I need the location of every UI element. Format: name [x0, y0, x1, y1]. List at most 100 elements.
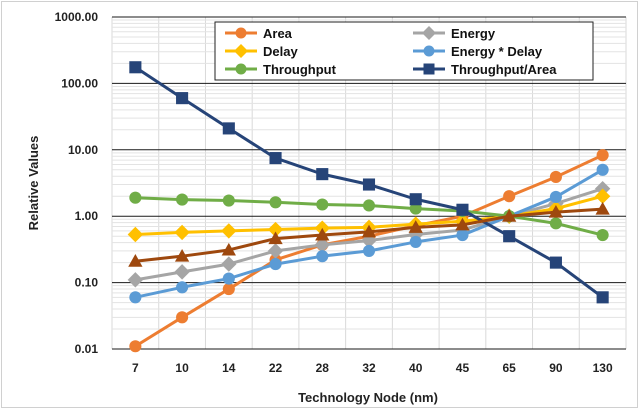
x-tick-label: 90 — [549, 361, 563, 375]
legend-label: Area — [263, 26, 293, 41]
data-point — [222, 194, 235, 207]
data-point — [549, 217, 562, 230]
data-point — [549, 256, 562, 269]
data-point — [222, 282, 235, 296]
data-point — [269, 152, 282, 165]
data-point — [222, 272, 235, 285]
data-point — [268, 231, 283, 245]
x-tick-label: 130 — [593, 361, 613, 375]
data-point — [456, 203, 469, 216]
data-point — [409, 193, 422, 206]
data-point — [423, 63, 435, 75]
data-point — [269, 258, 282, 271]
data-point — [128, 254, 143, 267]
data-point — [423, 45, 435, 57]
data-point — [221, 242, 236, 256]
y-tick-label: 0.10 — [75, 276, 99, 290]
data-point — [176, 281, 189, 294]
series-3 — [129, 163, 609, 304]
data-point — [314, 237, 330, 253]
legend-item: Area — [225, 26, 293, 41]
legend-item: Energy * Delay — [413, 44, 543, 59]
y-tick-label: 0.01 — [75, 342, 99, 356]
y-tick-label: 10.00 — [68, 143, 98, 157]
legend-item: Delay — [225, 44, 298, 59]
data-point — [596, 291, 609, 304]
legend-item: Throughput/Area — [413, 62, 557, 77]
data-point — [594, 188, 611, 204]
data-point — [409, 235, 422, 248]
legend-label: Energy * Delay — [451, 44, 543, 59]
y-axis-title: Relative Values — [26, 136, 41, 231]
legend-box — [214, 21, 594, 81]
data-point — [502, 209, 517, 222]
legend-item: Energy — [413, 26, 496, 41]
data-point — [409, 202, 422, 215]
data-point — [176, 311, 189, 324]
data-point — [316, 250, 329, 263]
y-tick-label: 1.00 — [75, 209, 99, 223]
data-point — [221, 256, 237, 272]
data-point — [127, 272, 144, 288]
data-point — [595, 201, 610, 215]
y-tick-label: 1000.00 — [55, 10, 99, 24]
x-tick-label: 40 — [409, 361, 423, 375]
legend-label: Delay — [263, 44, 298, 59]
data-point — [129, 191, 142, 204]
x-tick-label: 32 — [362, 361, 376, 375]
data-point — [234, 44, 248, 58]
x-tick-label: 28 — [316, 361, 330, 375]
data-point — [361, 224, 377, 238]
data-point — [129, 291, 142, 304]
data-point — [362, 244, 376, 257]
y-axis-ticks: 0.01 0.10 1.00 10.00 100.00 1000.00 — [55, 10, 99, 356]
data-point — [129, 61, 142, 74]
x-tick-label: 45 — [456, 361, 470, 375]
legend-label: Throughput/Area — [451, 62, 557, 77]
data-point — [267, 221, 284, 238]
x-tick-label: 65 — [503, 361, 517, 375]
data-point — [362, 178, 376, 191]
x-axis-ticks: 7 10 14 22 28 32 40 45 65 90 130 — [132, 361, 613, 375]
data-point — [221, 223, 237, 239]
data-point — [127, 226, 144, 243]
data-point — [408, 220, 423, 233]
data-point — [362, 199, 376, 212]
data-point — [549, 190, 562, 203]
data-point — [222, 122, 235, 135]
data-point — [315, 227, 330, 241]
data-point — [174, 224, 190, 241]
legend-item: Throughput — [225, 62, 337, 77]
legend-label: Energy — [451, 26, 496, 41]
data-point — [456, 229, 469, 242]
series-6 — [128, 201, 610, 267]
data-point — [596, 229, 609, 242]
data-point — [503, 190, 516, 203]
data-point — [176, 193, 189, 206]
legend: Area Energy Delay Energy * Delay Throughput T… — [214, 21, 594, 81]
y-tick-label: 100.00 — [61, 76, 98, 90]
data-point — [176, 92, 189, 105]
data-point — [503, 230, 516, 243]
data-point — [174, 249, 190, 262]
data-point — [455, 217, 470, 231]
data-point — [549, 170, 562, 184]
data-point — [235, 63, 247, 75]
x-axis-title: Technology Node (nm) — [298, 390, 438, 405]
series-4 — [129, 191, 609, 242]
x-tick-label: 14 — [222, 361, 236, 375]
data-point — [269, 196, 282, 209]
data-point — [129, 340, 142, 353]
data-point — [422, 26, 436, 40]
x-tick-label: 22 — [269, 361, 283, 375]
data-point — [548, 205, 564, 218]
series-5 — [129, 61, 609, 304]
data-point — [267, 243, 284, 259]
data-point — [596, 163, 609, 176]
x-tick-label: 7 — [132, 361, 139, 375]
data-point — [596, 149, 609, 162]
x-tick-label: 10 — [175, 361, 189, 375]
series-group — [127, 61, 611, 353]
data-point — [316, 198, 329, 211]
